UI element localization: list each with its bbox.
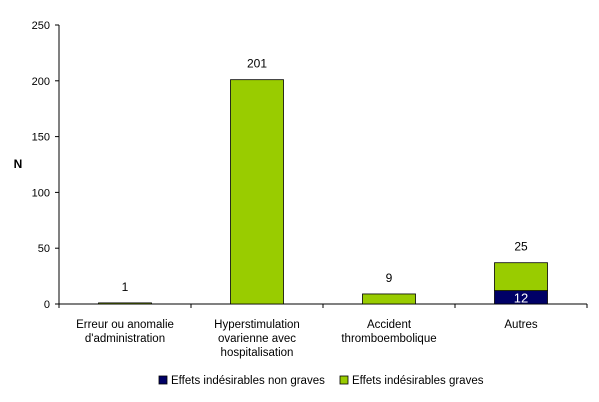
bars [98,79,548,305]
y-axis-label: N [14,157,23,171]
bar-graves [230,79,284,305]
bar-graves [98,302,152,305]
y-tick-label: 250 [32,20,50,32]
category-label: Erreur ou anomalie d'administration [76,319,174,345]
y-tick-label: 200 [32,76,50,88]
legend: Effets indésirables non graves Effets ind… [158,375,484,387]
bar-graves [494,262,548,292]
category-label: Autres [504,319,537,331]
y-axis: 0 50 100 150 200 250 [32,20,60,311]
data-label-top: 25 [514,240,528,254]
category-label-line: thromboembolique [341,333,436,345]
data-labels: 1 201 9 25 12 [122,57,529,306]
category-label: Hyperstimulation ovarienne avec hospitalis… [214,319,300,359]
category-label-line: Erreur ou anomalie [76,319,174,331]
legend-swatch [339,375,349,385]
y-tick-label: 150 [32,132,50,144]
data-label-top: 1 [122,280,129,294]
category-label-line: Hyperstimulation [214,319,300,331]
y-axis-label-group: N [14,157,23,171]
category-label-line: Accident [367,319,412,331]
y-tick-label: 0 [44,299,50,311]
legend-label: Effets indésirables graves [352,375,484,387]
category-label-line: hospitalisation [221,347,294,359]
category-label-line: d'administration [85,333,165,345]
category-label: Accident thromboembolique [341,319,436,345]
x-axis [58,303,588,308]
data-label-top: 201 [247,57,267,71]
bar-graves [362,293,416,305]
y-tick-label: 100 [32,187,50,199]
data-label-inside: 12 [514,290,528,305]
category-label-line: Autres [504,319,537,331]
legend-swatch [158,375,168,385]
legend-label: Effets indésirables non graves [171,375,325,387]
data-label-top: 9 [386,271,393,285]
y-tick-label: 50 [38,243,50,255]
category-label-line: ovarienne avec [218,333,296,345]
category-labels: Erreur ou anomalie d'administration Hypers… [76,319,538,359]
